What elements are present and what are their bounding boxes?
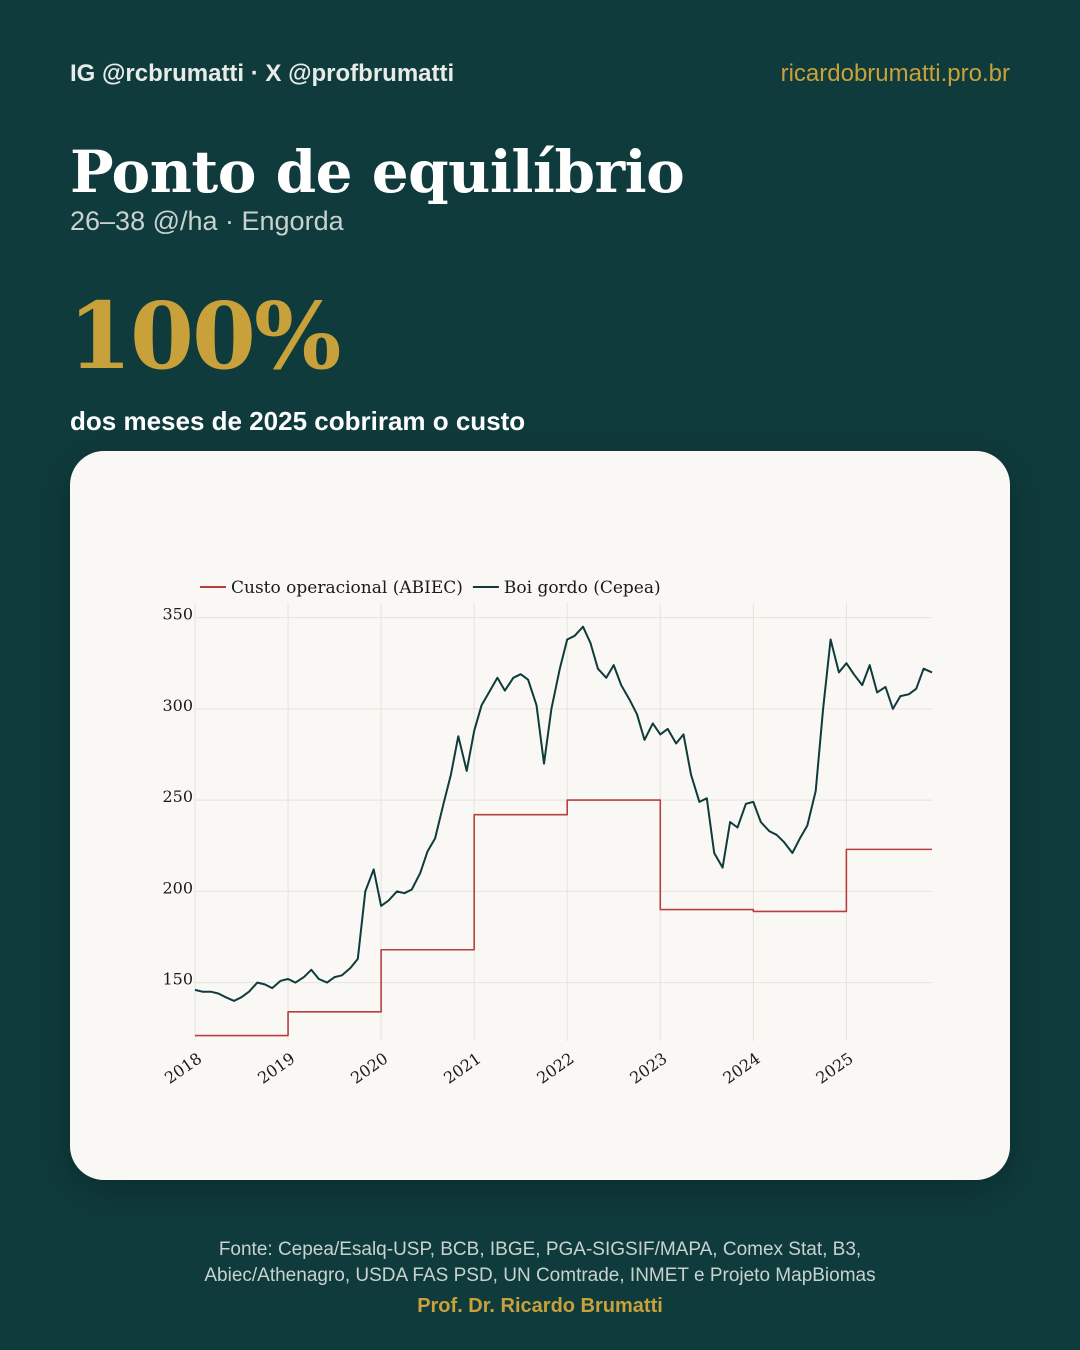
x-tick-label: 2019 [254, 1049, 298, 1088]
highlight-value: 100% [68, 282, 341, 390]
y-tick-label: 150 [162, 970, 193, 989]
x-tick-label: 2025 [812, 1049, 856, 1088]
y-tick-label: 350 [162, 605, 193, 624]
page-title: Ponto de equilíbrio [70, 138, 685, 206]
highlight-caption: dos meses de 2025 cobriram o custo [70, 406, 526, 436]
series-line-custo [195, 799, 932, 1037]
chart-grid [194, 603, 932, 1041]
chart-card: 150 200 250 300 350 2018 2019 2020 2021 2022 2023 2… [70, 451, 1010, 1180]
x-tick-label: 2021 [440, 1049, 484, 1088]
chart-series [194, 625, 933, 1037]
x-tick-label: 2023 [626, 1049, 670, 1088]
social-handles: IG @rcbrumatti · X @profbrumatti [70, 60, 455, 87]
chart-tick-labels: 150 200 250 300 350 2018 2019 2020 2021 2022 2023 2… [161, 605, 857, 1088]
x-tick-label: 2022 [533, 1049, 577, 1088]
chart-svg: 150 200 250 300 350 2018 2019 2020 2021 2022 2023 2… [161, 578, 933, 1088]
x-tick-label: 2024 [719, 1049, 763, 1088]
y-tick-label: 300 [162, 696, 193, 715]
legend-entry: Custo operacional (ABIEC) [231, 578, 463, 598]
page-subtitle: 26–38 @/ha · Engorda [70, 206, 344, 236]
chart-legend: Custo operacional (ABIEC) Boi gordo (Cepe… [200, 578, 661, 598]
source-line-1: Fonte: Cepea/Esalq-USP, BCB, IBGE, PGA-S… [218, 1239, 862, 1260]
source-line-2: Abiec/Athenagro, USDA FAS PSD, UN Comtra… [204, 1265, 876, 1286]
legend-entry: Boi gordo (Cepea) [504, 578, 661, 598]
author-name: Prof. Dr. Ricardo Brumatti [417, 1295, 663, 1317]
website-link[interactable]: ricardobrumatti.pro.br [780, 60, 1010, 87]
y-tick-label: 200 [162, 878, 193, 897]
y-tick-label: 250 [162, 787, 193, 806]
x-tick-label: 2020 [347, 1049, 391, 1088]
source-note: Fonte: Cepea/Esalq-USP, BCB, IBGE, PGA-S… [0, 1237, 1080, 1289]
x-tick-label: 2018 [161, 1049, 205, 1088]
series-line-boi-gordo [194, 625, 933, 1002]
